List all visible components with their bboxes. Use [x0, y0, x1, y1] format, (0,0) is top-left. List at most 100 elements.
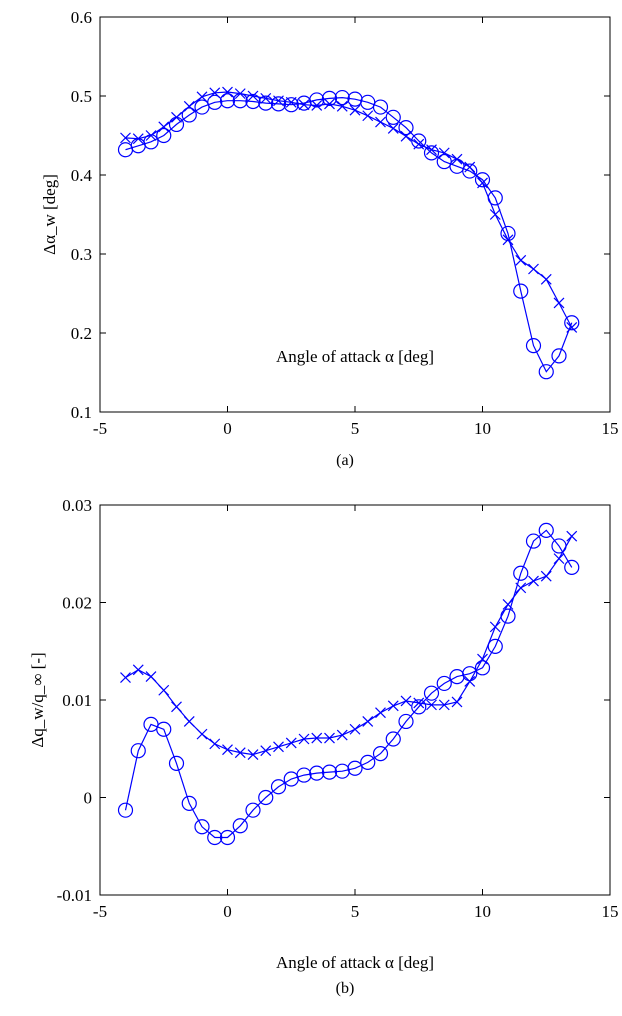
data-point-circle [156, 127, 172, 144]
data-point-x [400, 130, 412, 142]
data-point-circle [258, 95, 274, 111]
data-point-circle [385, 109, 401, 125]
data-point-circle [538, 522, 554, 538]
y-tick-label: 0.6 [71, 8, 92, 27]
data-point-x [273, 95, 284, 107]
y-tick-label: 0.2 [71, 324, 92, 343]
y-axis-label: Δα_w [deg] [40, 174, 59, 255]
series-circle [117, 89, 580, 380]
data-point-x [426, 699, 437, 711]
series-x [120, 86, 578, 333]
data-point-circle [513, 283, 529, 299]
chart-a: -5 0 5 10 15 0.1 0.2 0.3 0.4 0.5 0.6 Angle of attac… [40, 8, 619, 469]
chart-caption: (a) [336, 452, 354, 469]
data-point-circle [398, 119, 414, 136]
data-point-circle [181, 795, 197, 811]
x-tick-label: 5 [351, 419, 360, 438]
data-point-x [196, 91, 208, 103]
data-point-x [234, 747, 246, 759]
x-tick-label: 5 [351, 902, 360, 921]
data-point-x [336, 100, 348, 112]
data-point-x [362, 716, 374, 727]
data-point-circle [372, 99, 389, 115]
data-point-x [145, 130, 157, 141]
x-tick-label: 0 [223, 902, 232, 921]
data-point-circle [525, 338, 542, 354]
data-point-x [132, 664, 144, 676]
data-point-x [209, 87, 221, 99]
x-tick-label: 10 [474, 902, 491, 921]
y-tick-label: 0.01 [62, 691, 92, 710]
data-point-x [362, 110, 374, 122]
data-point-x [489, 209, 501, 220]
data-point-x [426, 144, 437, 156]
data-point-circle [513, 565, 529, 581]
data-point-circle [309, 765, 325, 781]
x-tick-label: -5 [93, 902, 107, 921]
data-point-x [298, 99, 310, 111]
data-point-x [540, 570, 552, 582]
plot-frame [99, 504, 611, 896]
data-point-circle [270, 779, 287, 795]
x-tick-label: 10 [474, 419, 491, 438]
data-point-x [285, 96, 297, 108]
data-point-circle [347, 760, 363, 776]
data-point-circle [296, 767, 312, 783]
x-axis-label: Angle of attack α [deg] [276, 347, 434, 366]
data-point-x [477, 653, 488, 665]
x-tick-label: 0 [223, 419, 232, 438]
data-point-x [196, 728, 208, 740]
data-point-x [285, 737, 297, 749]
data-point-x [502, 234, 514, 246]
data-point-circle [181, 107, 197, 123]
data-point-circle [156, 721, 172, 737]
data-point-circle [334, 89, 350, 106]
data-point-x [540, 273, 552, 285]
data-point-x [400, 695, 412, 707]
data-point-circle [258, 789, 274, 806]
data-point-x [209, 738, 221, 750]
data-point-circle [538, 364, 554, 380]
data-point-x [183, 100, 195, 112]
data-point-circle [219, 829, 236, 846]
data-point-circle [207, 94, 223, 110]
data-point-x [260, 92, 272, 104]
data-point-x [132, 133, 144, 145]
data-point-circle [321, 764, 338, 780]
data-point-x [375, 707, 386, 719]
y-tick-label: 0.5 [71, 87, 92, 106]
data-point-circle [487, 638, 503, 654]
data-point-circle [309, 92, 325, 108]
data-point-x [477, 177, 488, 189]
data-point-x [120, 132, 131, 144]
y-tick-label: 0.3 [71, 245, 92, 264]
x-tick-label: 15 [602, 902, 619, 921]
y-tick-label: 0.03 [62, 496, 92, 515]
data-point-circle [564, 315, 580, 331]
data-point-circle [564, 559, 580, 576]
data-point-x [222, 86, 233, 98]
data-point-x [273, 741, 284, 753]
y-tick-label: 0.1 [71, 403, 92, 422]
data-point-x [145, 671, 157, 683]
data-point-x [234, 88, 246, 100]
data-point-circle [168, 755, 185, 771]
y-tick-label: 0.4 [71, 166, 93, 185]
data-point-x [553, 297, 565, 309]
data-point-x [387, 122, 399, 134]
data-point-x [502, 599, 514, 610]
data-point-x [528, 575, 539, 587]
data-point-x [171, 111, 182, 123]
data-point-x [222, 744, 233, 756]
data-point-x [324, 732, 335, 744]
data-point-circle [462, 163, 478, 179]
data-point-circle [321, 90, 338, 106]
data-point-circle [436, 675, 452, 692]
series-circle [117, 522, 580, 846]
data-point-x [375, 116, 386, 128]
data-point-circle [551, 348, 567, 364]
data-point-x [464, 676, 476, 687]
series-line [125, 535, 573, 756]
data-point-circle [411, 699, 427, 715]
